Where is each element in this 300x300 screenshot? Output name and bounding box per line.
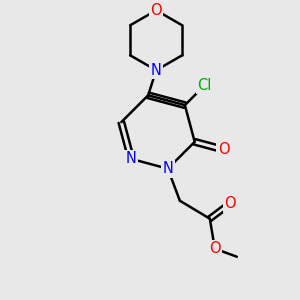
Text: Cl: Cl [197,78,212,93]
Text: O: O [224,196,236,211]
Text: N: N [126,152,136,166]
Text: N: N [151,63,162,78]
Text: O: O [209,241,220,256]
Text: O: O [218,142,230,157]
Text: N: N [162,161,173,176]
Text: O: O [150,3,162,18]
